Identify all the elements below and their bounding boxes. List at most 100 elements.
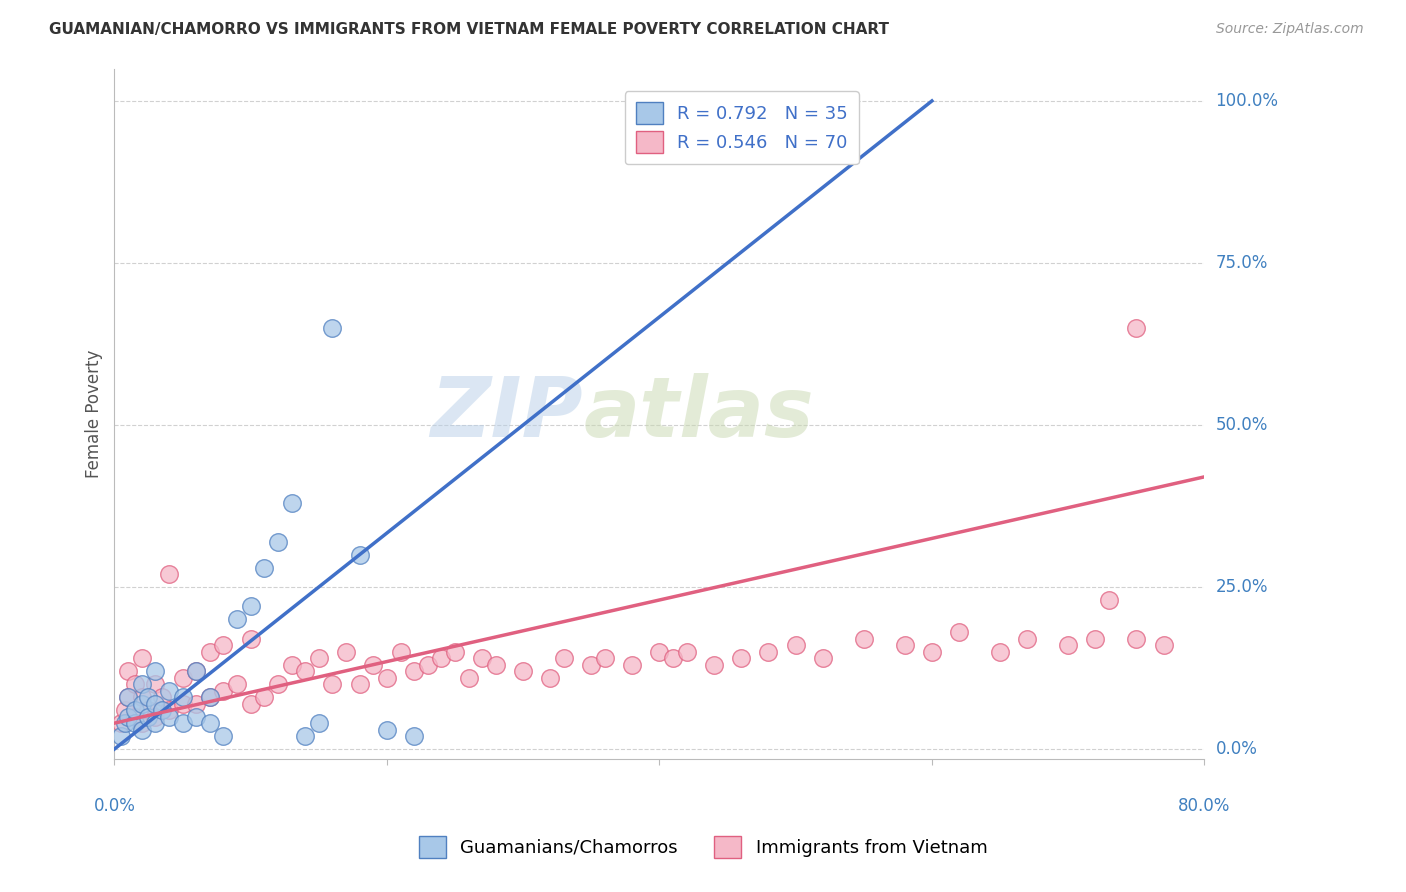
Point: [131, 723, 153, 737]
Point: [143, 716, 166, 731]
Point: [212, 729, 235, 743]
Point: [758, 645, 780, 659]
Point: [150, 703, 173, 717]
Point: [648, 645, 671, 659]
Point: [512, 665, 534, 679]
Point: [621, 657, 644, 672]
Point: [117, 709, 139, 723]
Point: [349, 548, 371, 562]
Text: 50.0%: 50.0%: [1216, 416, 1268, 434]
Point: [430, 651, 453, 665]
Point: [267, 534, 290, 549]
Point: [308, 716, 330, 731]
Point: [198, 690, 221, 705]
Text: 100.0%: 100.0%: [1216, 92, 1278, 110]
Point: [110, 716, 132, 731]
Point: [280, 657, 302, 672]
Point: [143, 697, 166, 711]
Legend: R = 0.792   N = 35, R = 0.546   N = 70: R = 0.792 N = 35, R = 0.546 N = 70: [624, 91, 859, 164]
Point: [157, 567, 180, 582]
Point: [852, 632, 875, 646]
Point: [267, 677, 290, 691]
Point: [375, 671, 398, 685]
Point: [212, 683, 235, 698]
Point: [321, 677, 343, 691]
Point: [172, 697, 194, 711]
Point: [253, 690, 276, 705]
Text: 75.0%: 75.0%: [1216, 254, 1268, 272]
Point: [321, 320, 343, 334]
Point: [198, 645, 221, 659]
Point: [308, 651, 330, 665]
Point: [114, 703, 136, 717]
Point: [131, 677, 153, 691]
Point: [198, 716, 221, 731]
Point: [239, 599, 262, 614]
Point: [416, 657, 439, 672]
Point: [730, 651, 752, 665]
Point: [124, 703, 146, 717]
Point: [785, 638, 807, 652]
Point: [114, 716, 136, 731]
Point: [226, 612, 249, 626]
Point: [375, 723, 398, 737]
Point: [988, 645, 1011, 659]
Point: [253, 560, 276, 574]
Point: [131, 697, 153, 711]
Legend: Guamanians/Chamorros, Immigrants from Vietnam: Guamanians/Chamorros, Immigrants from Vi…: [412, 829, 994, 865]
Point: [294, 729, 316, 743]
Text: 25.0%: 25.0%: [1216, 578, 1268, 596]
Point: [172, 690, 194, 705]
Text: 0.0%: 0.0%: [93, 797, 135, 814]
Point: [294, 665, 316, 679]
Point: [226, 677, 249, 691]
Point: [117, 690, 139, 705]
Point: [1125, 320, 1147, 334]
Point: [553, 651, 575, 665]
Point: [1017, 632, 1039, 646]
Point: [186, 665, 208, 679]
Point: [581, 657, 603, 672]
Point: [1098, 593, 1121, 607]
Point: [811, 651, 834, 665]
Point: [157, 683, 180, 698]
Point: [593, 651, 616, 665]
Point: [143, 677, 166, 691]
Point: [186, 697, 208, 711]
Point: [186, 665, 208, 679]
Point: [212, 638, 235, 652]
Point: [124, 677, 146, 691]
Point: [138, 709, 160, 723]
Point: [157, 703, 180, 717]
Point: [138, 690, 160, 705]
Point: [335, 645, 357, 659]
Point: [131, 651, 153, 665]
Point: [444, 645, 467, 659]
Point: [143, 709, 166, 723]
Text: 80.0%: 80.0%: [1178, 797, 1230, 814]
Text: atlas: atlas: [583, 373, 814, 454]
Point: [948, 625, 970, 640]
Point: [1125, 632, 1147, 646]
Point: [198, 690, 221, 705]
Point: [404, 729, 426, 743]
Point: [172, 671, 194, 685]
Point: [150, 690, 173, 705]
Point: [538, 671, 561, 685]
Y-axis label: Female Poverty: Female Poverty: [86, 350, 103, 478]
Point: [893, 638, 915, 652]
Text: Source: ZipAtlas.com: Source: ZipAtlas.com: [1216, 22, 1364, 37]
Point: [117, 690, 139, 705]
Point: [172, 716, 194, 731]
Point: [239, 632, 262, 646]
Point: [280, 496, 302, 510]
Point: [662, 651, 685, 665]
Point: [404, 665, 426, 679]
Point: [143, 665, 166, 679]
Text: ZIP: ZIP: [430, 373, 583, 454]
Text: 0.0%: 0.0%: [1216, 740, 1257, 758]
Point: [186, 709, 208, 723]
Point: [389, 645, 412, 659]
Text: GUAMANIAN/CHAMORRO VS IMMIGRANTS FROM VIETNAM FEMALE POVERTY CORRELATION CHART: GUAMANIAN/CHAMORRO VS IMMIGRANTS FROM VI…: [49, 22, 889, 37]
Point: [703, 657, 725, 672]
